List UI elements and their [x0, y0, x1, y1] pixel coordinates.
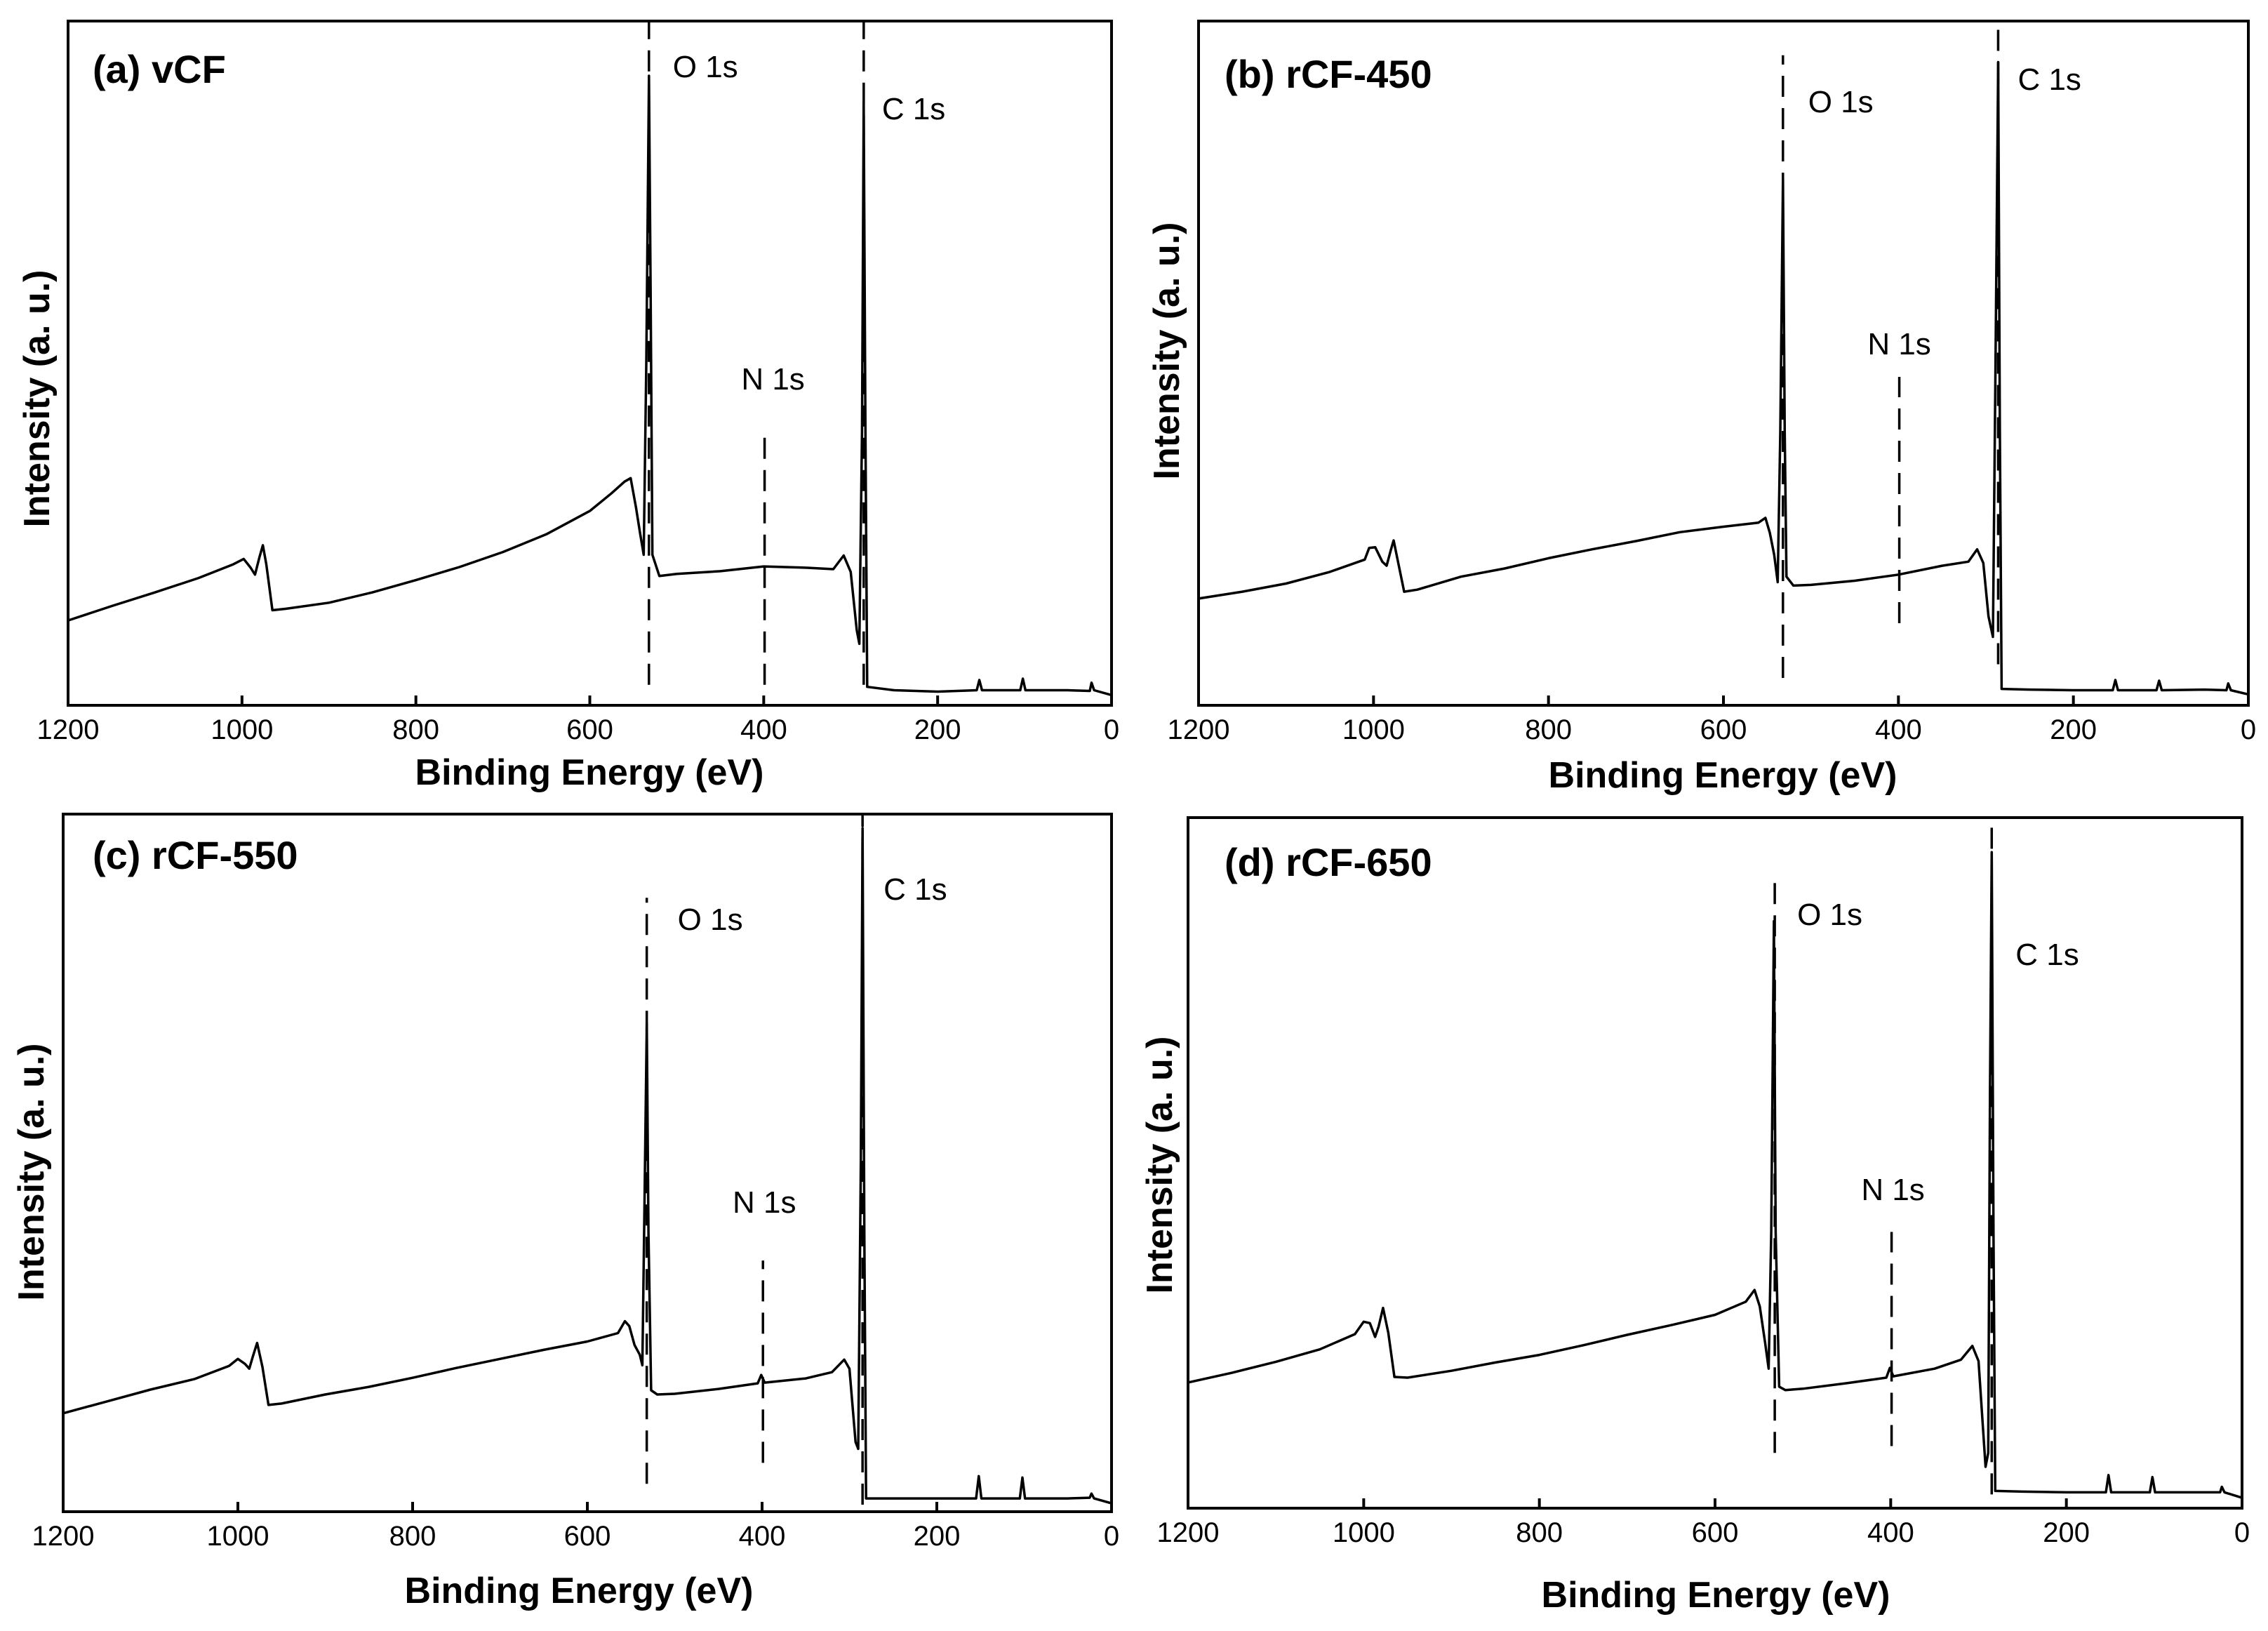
panel-b-title: (b) rCF-450: [1225, 52, 1432, 96]
panel-a-x-ticks: 1200 1000 800 600 400 200 0: [37, 695, 1119, 745]
panel-a-series-layer: [67, 74, 1112, 697]
panel-b-x-tick-label-6: 0: [2241, 714, 2256, 745]
panel-c-x-tick-label-2: 800: [389, 1521, 436, 1552]
panel-d-x-axis-title: Binding Energy (eV): [1542, 1575, 1890, 1616]
panel-b-series-0-line: [1198, 60, 2249, 696]
panel-d-x-tick-label-3: 600: [1692, 1517, 1739, 1548]
panel-d-x-tick-label-4: 400: [1867, 1517, 1914, 1548]
panel-b-series-layer: [1198, 60, 2249, 696]
panel-d-x-tick-label-2: 800: [1516, 1517, 1563, 1548]
panel-d-marker-1-label: N 1s: [1861, 1173, 1924, 1207]
panel-d-marker-2-label: C 1s: [2015, 938, 2079, 972]
panel-a-marker-2-label: C 1s: [882, 92, 945, 126]
panel-c-series-0-line: [62, 827, 1112, 1505]
panel-c-x-tick-label-1: 1000: [207, 1521, 269, 1552]
panel-a: O 1s N 1s C 1s 1200 1000 800 600 400 200 0 (a) v…: [17, 20, 1119, 793]
panel-a-series-0-line: [67, 74, 1112, 697]
panel-c-y-axis-title: Intensity (a. u.): [11, 1044, 52, 1301]
panel-b-marker-1-label: N 1s: [1867, 327, 1930, 361]
panel-d-x-ticks: 1200 1000 800 600 400 200 0: [1157, 1498, 2250, 1548]
panel-c-title: (c) rCF-550: [93, 833, 298, 877]
panel-c-x-tick-label-4: 400: [739, 1521, 786, 1552]
panel-c-series-layer: [62, 827, 1112, 1505]
panel-d-marker-layer: O 1s N 1s C 1s: [1773, 818, 2079, 1495]
panel-d: O 1s N 1s C 1s 1200 1000 800 600 400 200 0 (d) r…: [1140, 816, 2250, 1616]
panel-d-x-tick-label-0: 1200: [1157, 1517, 1220, 1548]
panel-a-x-tick-label-6: 0: [1104, 714, 1119, 745]
panel-b-marker-0-label: O 1s: [1808, 85, 1874, 119]
panel-d-x-tick-label-5: 200: [2043, 1517, 2090, 1548]
panel-c-marker-2-label: C 1s: [883, 872, 947, 907]
panel-a-x-tick-label-1: 1000: [211, 714, 273, 745]
panel-b-plot-area: [1197, 20, 2250, 707]
panel-d-x-tick-label-1: 1000: [1333, 1517, 1395, 1548]
panel-d-x-tick-label-6: 0: [2234, 1517, 2250, 1548]
panel-a-title: (a) vCF: [93, 47, 226, 91]
panel-a-y-axis-title: Intensity (a. u.): [17, 270, 58, 528]
panel-c-x-tick-label-0: 1200: [32, 1521, 95, 1552]
panel-b-x-tick-label-2: 800: [1525, 714, 1572, 745]
panel-a-x-axis-title: Binding Energy (eV): [415, 752, 764, 793]
panel-b-x-tick-label-1: 1000: [1342, 714, 1405, 745]
panel-c-marker-1-label: N 1s: [733, 1185, 796, 1220]
panel-a-marker-0-label: O 1s: [673, 50, 738, 84]
panel-a-x-tick-label-3: 600: [566, 714, 613, 745]
panel-b-marker-2-label: C 1s: [2017, 62, 2081, 97]
panel-b-marker-layer: O 1s N 1s C 1s: [1782, 21, 2081, 678]
panel-b-x-tick-label-4: 400: [1875, 714, 1922, 745]
panel-a-plot-area: [67, 20, 1113, 707]
panel-d-series-layer: [1187, 851, 2243, 1499]
panel-c-x-axis-title: Binding Energy (eV): [405, 1571, 754, 1611]
panel-a-x-tick-label-4: 400: [740, 714, 787, 745]
panel-b-x-ticks: 1200 1000 800 600 400 200 0: [1168, 695, 2256, 745]
panel-d-title: (d) rCF-650: [1225, 840, 1432, 884]
panel-c-plot-area: [62, 813, 1113, 1513]
panel-d-series-0-line: [1187, 851, 2243, 1499]
panel-c-x-tick-label-3: 600: [564, 1521, 611, 1552]
panel-c-x-tick-label-5: 200: [914, 1521, 961, 1552]
panel-d-y-axis-title: Intensity (a. u.): [1140, 1037, 1180, 1294]
panel-c-x-tick-label-6: 0: [1104, 1521, 1119, 1552]
panel-a-marker-1-label: N 1s: [741, 362, 804, 397]
panel-a-marker-layer: O 1s N 1s C 1s: [648, 21, 945, 685]
panel-b: O 1s N 1s C 1s 1200 1000 800 600 400 200 0 (b) r…: [1147, 20, 2256, 796]
panel-a-x-tick-label-0: 1200: [37, 714, 100, 745]
panel-b-x-tick-label-5: 200: [2050, 714, 2097, 745]
panel-d-marker-0-label: O 1s: [1797, 898, 1862, 932]
panel-b-x-tick-label-3: 600: [1700, 714, 1747, 745]
panel-c: O 1s N 1s C 1s 1200 1000 800 600 400 200 0 (c) r…: [11, 813, 1119, 1611]
panel-b-y-axis-title: Intensity (a. u.): [1147, 222, 1187, 480]
panel-c-marker-layer: O 1s N 1s C 1s: [645, 814, 947, 1505]
panel-a-x-tick-label-2: 800: [392, 714, 439, 745]
panel-b-x-tick-label-0: 1200: [1168, 714, 1230, 745]
panel-d-plot-area: [1187, 816, 2243, 1510]
panel-c-x-ticks: 1200 1000 800 600 400 200 0: [32, 1502, 1119, 1552]
panel-c-marker-0-label: O 1s: [678, 903, 743, 937]
panel-a-x-tick-label-5: 200: [914, 714, 961, 745]
panel-b-x-axis-title: Binding Energy (eV): [1549, 755, 1897, 796]
